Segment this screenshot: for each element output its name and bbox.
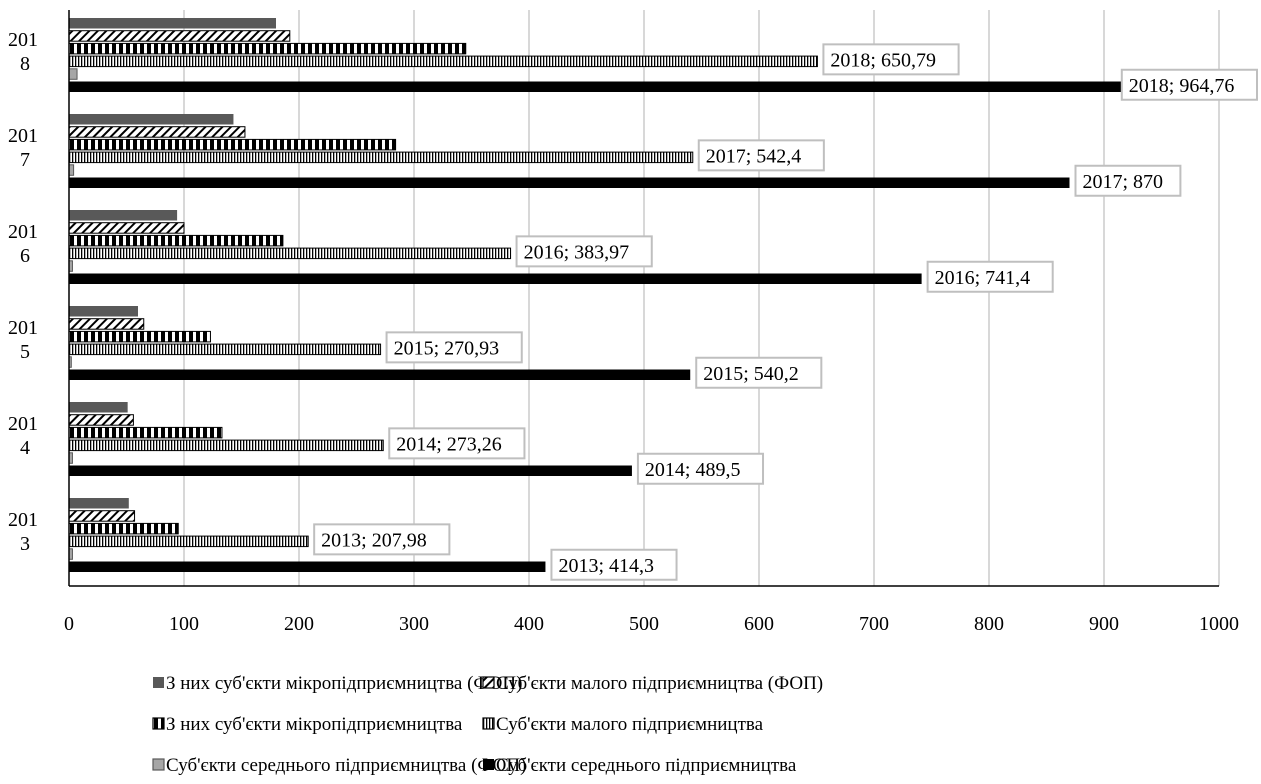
legend-label: Суб'єкти середнього підприємництва	[496, 755, 797, 776]
x-tick-label: 200	[284, 613, 314, 635]
axes: 0 100 200 300 400 500 600 700 800 900 1000 201 3 201 4…	[8, 10, 1239, 635]
data-label: 2016; 741,4	[926, 260, 1054, 293]
legend-swatch	[152, 717, 165, 730]
category-label: 201 7	[8, 125, 38, 171]
legend-item: Суб'єкти малого підприємництва (ФОП)	[482, 673, 823, 694]
bar	[68, 522, 179, 535]
data-label: 2013; 207,98	[313, 523, 451, 556]
data-label: 2017; 542,4	[697, 139, 825, 172]
svg-text:2014; 489,5: 2014; 489,5	[645, 459, 741, 481]
svg-text:2014; 273,26: 2014; 273,26	[396, 433, 502, 455]
legend-item: Суб'єкти середнього підприємництва	[483, 755, 797, 776]
bar	[68, 138, 397, 151]
x-tick-label: 0	[64, 613, 74, 635]
bar	[68, 234, 284, 247]
svg-text:2013; 207,98: 2013; 207,98	[321, 529, 427, 551]
bar	[68, 535, 309, 548]
svg-text:2017; 542,4: 2017; 542,4	[706, 145, 802, 167]
svg-text:2016; 383,97: 2016; 383,97	[524, 241, 630, 263]
bar	[69, 465, 632, 476]
data-label: 2018; 650,79	[822, 43, 960, 76]
svg-text:2015; 270,93: 2015; 270,93	[394, 337, 500, 359]
bar	[69, 306, 138, 317]
x-tick-label: 300	[399, 613, 429, 635]
data-label: 2014; 273,26	[388, 427, 526, 460]
legend-item: З них суб'єкти мікропідприємництва	[152, 714, 463, 735]
bar	[69, 561, 546, 572]
x-tick-label: 700	[859, 613, 889, 635]
category-label: 201 5	[8, 317, 38, 363]
data-label: 2017; 870	[1074, 164, 1182, 197]
bar	[68, 426, 223, 439]
x-tick-label: 1000	[1199, 613, 1239, 635]
bar	[68, 55, 818, 68]
x-tick-label: 800	[974, 613, 1004, 635]
legend-item: З них суб'єкти мікропідприємництва (ФОП)	[153, 673, 522, 694]
svg-text:2018; 650,79: 2018; 650,79	[830, 49, 936, 71]
svg-text:2015; 540,2: 2015; 540,2	[703, 363, 799, 385]
data-label: 2013; 414,3	[550, 548, 678, 581]
svg-text:2013; 414,3: 2013; 414,3	[558, 555, 654, 577]
data-label: 2015; 270,93	[385, 331, 523, 364]
x-tick-label: 100	[169, 613, 199, 635]
x-tick-label: 500	[629, 613, 659, 635]
legend-swatch	[482, 717, 495, 730]
category-label: 201 4	[8, 413, 38, 459]
data-label: 2016; 383,97	[515, 235, 653, 268]
bar	[68, 247, 512, 260]
svg-text:2018; 964,76: 2018; 964,76	[1129, 75, 1235, 97]
gridlines	[183, 10, 1220, 586]
bar	[68, 68, 78, 80]
svg-text:2016; 741,4: 2016; 741,4	[935, 267, 1031, 289]
data-label: 2018; 964,76	[1120, 68, 1259, 101]
bar	[69, 81, 1179, 92]
category-label: 201 8	[8, 29, 38, 75]
category-label: 201 3	[8, 509, 38, 555]
legend-swatch	[482, 676, 495, 689]
bar	[68, 510, 136, 522]
legend-label: З них суб'єкти мікропідприємництва	[166, 714, 463, 735]
bar	[69, 369, 691, 380]
legend-item: Суб'єкти малого підприємництва	[482, 714, 764, 735]
bar	[68, 414, 134, 426]
bars	[68, 18, 1179, 572]
legend-item: Суб'єкти середнього підприємництва (ФОП)	[152, 755, 526, 776]
legend-label: Суб'єкти середнього підприємництва (ФОП)	[166, 755, 526, 776]
data-label: 2015; 540,2	[695, 356, 823, 389]
bar	[69, 114, 234, 125]
legend-swatch	[483, 759, 494, 770]
bar	[69, 210, 178, 221]
bar	[68, 343, 382, 356]
bar	[69, 18, 276, 29]
bar	[68, 318, 145, 330]
bar	[68, 222, 185, 234]
bar	[69, 402, 128, 413]
bar	[69, 498, 129, 509]
legend-label: З них суб'єкти мікропідприємництва (ФОП)	[166, 673, 522, 694]
legend-swatch	[152, 758, 165, 771]
svg-text:2017; 870: 2017; 870	[1083, 171, 1164, 193]
legend-label: Суб'єкти малого підприємництва (ФОП)	[496, 673, 823, 694]
x-tick-label: 900	[1089, 613, 1119, 635]
bar	[68, 42, 467, 55]
legend-swatch	[153, 677, 164, 688]
bar	[68, 439, 384, 452]
bar	[68, 126, 246, 138]
bar	[68, 330, 211, 343]
legend-label: Суб'єкти малого підприємництва	[496, 714, 764, 735]
x-tick-label: 600	[744, 613, 774, 635]
bar	[68, 151, 694, 164]
data-label: 2014; 489,5	[636, 452, 765, 485]
legend: З них суб'єкти мікропідприємництва (ФОП)…	[152, 673, 823, 776]
category-label: 201 6	[8, 221, 38, 267]
data-labels: 2013; 207,98 2013; 414,3 2014; 273,26 2014;…	[313, 43, 1259, 581]
x-tick-label: 400	[514, 613, 544, 635]
bar	[68, 30, 291, 42]
bar	[69, 177, 1070, 188]
bar	[69, 273, 922, 284]
